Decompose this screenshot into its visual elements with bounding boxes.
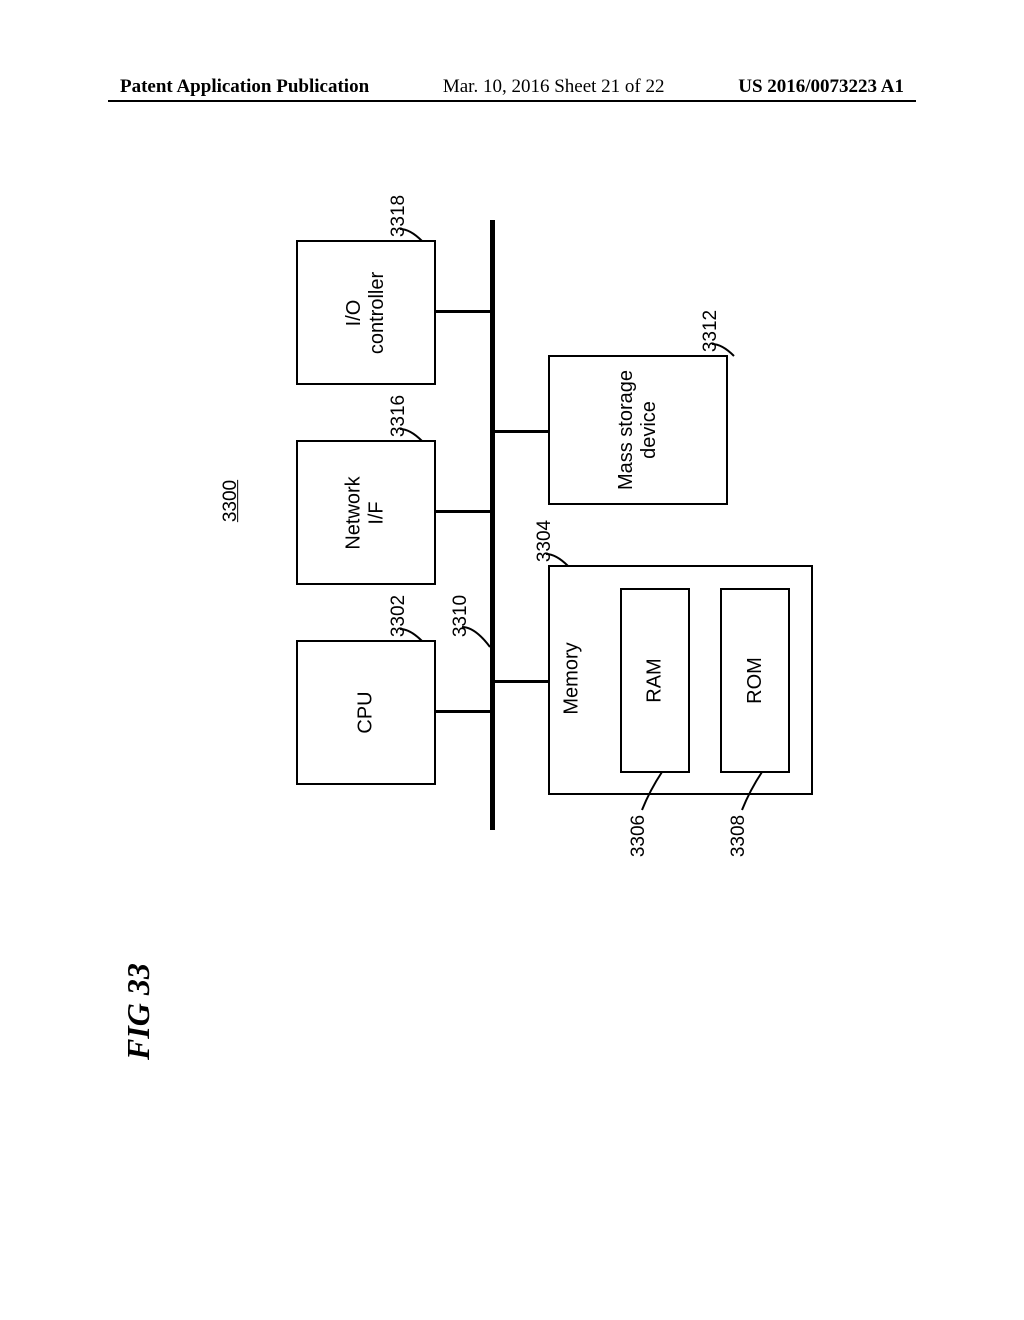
header-right: US 2016/0073223 A1 [738,76,904,98]
bus-stub-memory [493,680,549,683]
leader-memory-icon [544,552,574,572]
header-rule [108,100,916,102]
block-io-controller: I/O controller [296,240,436,385]
header-left: Patent Application Publication [120,76,369,98]
leader-cpu-icon [398,627,428,647]
ref-rom: 3308 [728,815,750,857]
label-io-controller: I/O controller [343,271,389,353]
label-cpu: CPU [354,691,377,733]
leader-ram-icon [640,770,670,815]
ref-ram: 3306 [628,815,650,857]
leader-rom-icon [740,770,770,815]
leader-bus-icon [460,625,495,655]
page-header: Patent Application Publication Mar. 10, … [0,76,1024,98]
block-mass-storage: Mass storage device [548,355,728,505]
label-memory: Memory [561,642,584,714]
label-rom: ROM [743,657,766,704]
header-mid: Mar. 10, 2016 Sheet 21 of 22 [443,76,665,98]
figure-label: FIG 33 [120,963,157,1060]
leader-io-icon [398,227,428,247]
block-rom: ROM [720,588,790,773]
leader-mass-icon [710,342,740,362]
block-network-if: Network I/F [296,440,436,585]
block-cpu: CPU [296,640,436,785]
block-ram: RAM [620,588,690,773]
bus-stub-mass [493,430,549,433]
bus-stub-cpu [436,710,492,713]
label-mass-storage: Mass storage device [615,370,661,490]
label-ram: RAM [643,658,666,702]
ref-main: 3300 [220,480,242,522]
bus-stub-io [436,310,492,313]
bus-stub-netif [436,510,492,513]
leader-netif-icon [398,427,428,447]
label-network-if: Network I/F [343,476,389,549]
